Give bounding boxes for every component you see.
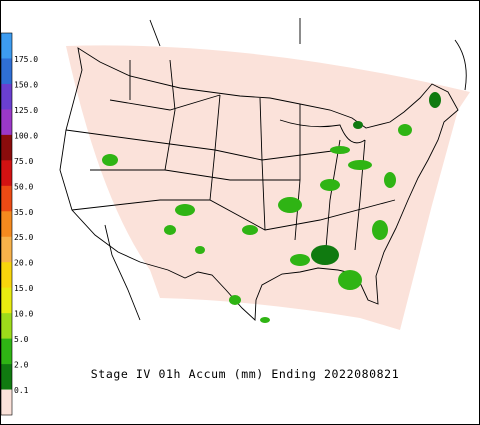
legend-label: 175.0 [14,55,38,64]
legend-swatch [1,313,12,339]
legend-label: 100.0 [14,131,38,140]
legend-swatch [1,109,12,136]
legend-label: 125.0 [14,106,38,115]
legend-label: 10.0 [14,310,33,319]
legend-swatch [1,389,12,416]
legend-swatch [1,160,12,187]
boundaries [59,18,467,321]
legend-label: 2.0 [14,361,29,370]
legend-label: 15.0 [14,284,33,293]
legend-label: 150.0 [14,80,38,89]
legend-swatch [1,58,12,85]
legend: 175.0 150.0 125.0 100.0 75.0 50.0 35.0 25.0 20.0… [0,32,38,416]
legend-swatch [1,211,12,238]
legend-border [0,32,13,416]
legend-label: 50.0 [14,182,33,191]
data-domain [66,45,470,331]
legend-label: 20.0 [14,259,33,268]
legend-label: 5.0 [14,335,29,344]
legend-label: 25.0 [14,233,33,242]
legend-swatch [1,185,12,212]
legend-swatch [1,134,12,161]
map-title: Stage IV 01h Accum (mm) Ending 202208082… [91,367,399,381]
legend-swatch [1,287,12,314]
legend-label: 0.1 [14,386,29,395]
precip [102,92,441,323]
legend-swatch [1,364,12,390]
legend-label: 75.0 [14,157,33,166]
legend-swatch [1,236,12,263]
legend-swatch [1,262,12,288]
legend-swatch [1,33,12,59]
legend-label: 35.0 [14,208,33,217]
legend-swatch [1,83,12,110]
legend-swatch [1,338,12,365]
